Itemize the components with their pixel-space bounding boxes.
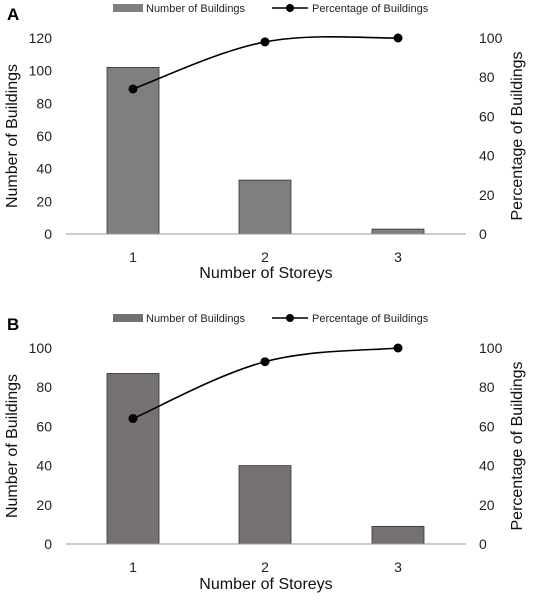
chart-panel-b: B Number of Buildings Percentage of Buildi… [4, 313, 526, 593]
legend-bar-label: Number of Buildings [146, 3, 246, 15]
y-tick-label: 0 [44, 226, 52, 242]
bar-storey-3 [371, 228, 425, 235]
y-tick-label: 100 [29, 63, 53, 79]
legend: Number of Buildings Percentage of Buildin… [113, 3, 429, 15]
y2-tick-label: 60 [479, 418, 495, 434]
x-tick-label: 1 [129, 559, 137, 575]
x-tick-label: 1 [129, 249, 137, 265]
y-tick-label: 80 [36, 95, 52, 111]
y2-tick-label: 40 [479, 148, 495, 164]
percentage-point-storey-1 [128, 414, 138, 424]
x-tick-label: 2 [261, 559, 269, 575]
percentage-point-storey-3 [393, 343, 403, 353]
y-tick-label: 120 [29, 30, 53, 46]
y-tick-label: 80 [36, 379, 52, 395]
y2-tick-label: 40 [479, 458, 495, 474]
legend: Number of Buildings Percentage of Buildin… [113, 313, 429, 325]
percentage-point-storey-2 [260, 357, 270, 367]
y-tick-label: 0 [44, 536, 52, 552]
panel-letter: A [7, 5, 19, 24]
y-tick-label: 100 [29, 340, 53, 356]
y-tick-label: 40 [36, 161, 52, 177]
bar-storey-2 [238, 465, 292, 545]
y2-axis-title: Percentage of Buildings [509, 362, 526, 531]
y2-tick-label: 0 [479, 536, 487, 552]
y-axis-title: Number of Buildings [4, 64, 21, 208]
legend-line-marker [286, 314, 294, 322]
percentage-point-storey-2 [260, 37, 270, 47]
y-tick-label: 40 [36, 458, 52, 474]
y2-tick-label: 20 [479, 187, 495, 203]
y2-tick-label: 100 [479, 30, 503, 46]
legend-line-marker [286, 4, 294, 12]
y-axis-title: Number of Buildings [4, 374, 21, 518]
y2-tick-label: 60 [479, 108, 495, 124]
x-tick-label: 3 [394, 249, 402, 265]
y2-tick-label: 20 [479, 497, 495, 513]
bar-storey-1 [106, 373, 160, 545]
x-tick-label: 2 [261, 249, 269, 265]
panel-letter: B [7, 315, 19, 334]
legend-line-label: Percentage of Buildings [312, 313, 429, 325]
y-tick-label: 20 [36, 497, 52, 513]
percentage-point-storey-3 [393, 33, 403, 43]
y2-tick-label: 100 [479, 340, 503, 356]
y2-tick-label: 80 [479, 69, 495, 85]
y2-tick-label: 0 [479, 226, 487, 242]
bar-storey-2 [238, 179, 292, 235]
chart-panel-a: A Number of Buildings Percentage of Buildi… [4, 3, 526, 282]
y2-axis-title: Percentage of Buildings [509, 52, 526, 221]
legend-bar-swatch [113, 314, 143, 322]
x-axis-title: Number of Storeys [199, 576, 332, 593]
y-tick-label: 20 [36, 193, 52, 209]
x-axis-title: Number of Storeys [199, 265, 332, 282]
legend-line-label: Percentage of Buildings [312, 3, 429, 15]
percentage-point-storey-1 [128, 84, 138, 94]
x-tick-label: 3 [394, 559, 402, 575]
legend-bar-swatch [113, 4, 143, 12]
y2-tick-label: 80 [479, 379, 495, 395]
legend-bar-label: Number of Buildings [146, 313, 246, 325]
y-tick-label: 60 [36, 128, 52, 144]
y-tick-label: 60 [36, 418, 52, 434]
bar-storey-3 [371, 525, 425, 545]
